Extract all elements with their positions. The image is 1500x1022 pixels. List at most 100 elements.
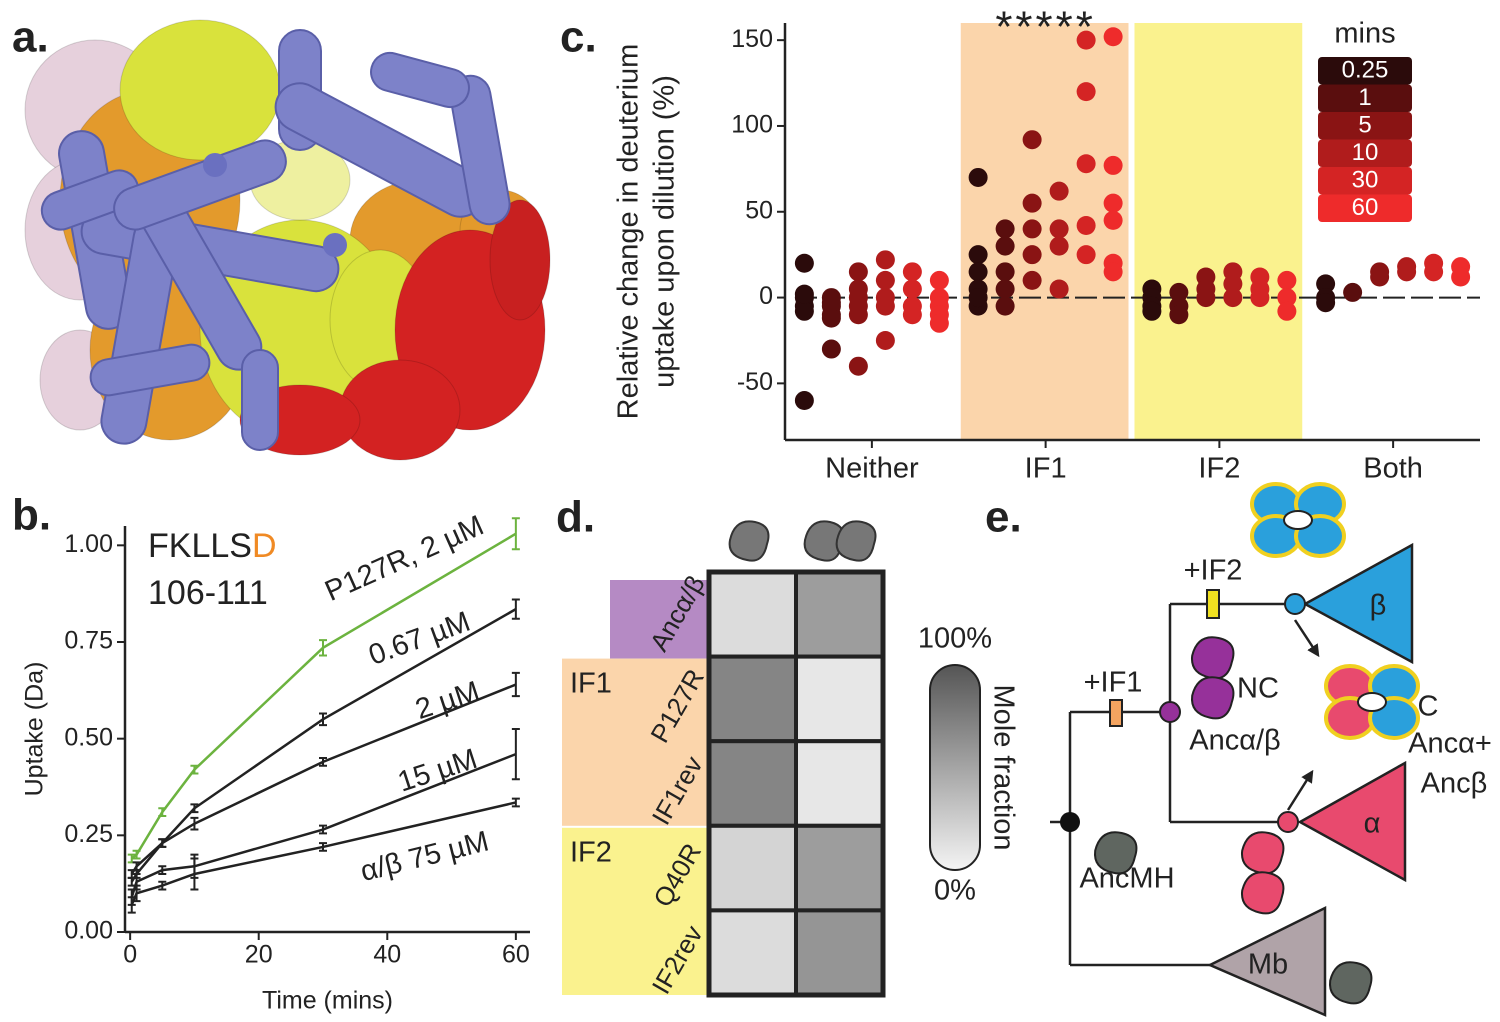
heatmap-cell	[707, 823, 798, 913]
row-group-box	[562, 827, 709, 995]
diagram-label: AncMH	[1079, 863, 1174, 895]
y-axis-label: uptake upon dilution (%)	[649, 75, 681, 388]
data-point	[1022, 193, 1042, 213]
diagram-label: NC	[1237, 673, 1279, 705]
diagram-label: α	[1364, 808, 1381, 840]
helix-cylinder	[113, 139, 287, 231]
data-point	[875, 270, 895, 290]
error-bar	[319, 757, 327, 767]
error-bar	[190, 816, 199, 831]
data-point	[1103, 210, 1123, 230]
y-tick-label: 50	[745, 196, 773, 224]
colorbar	[929, 664, 981, 871]
error-bar	[319, 712, 327, 727]
node	[1284, 593, 1306, 615]
heatmap-cell	[794, 739, 885, 828]
data-point	[1277, 288, 1297, 308]
row-group-box	[562, 658, 709, 826]
diagram-label: Ancα/β	[1189, 725, 1280, 757]
data-point	[1049, 219, 1069, 239]
protein-icon	[728, 520, 770, 562]
panel-title: FKLLSD	[148, 527, 277, 565]
data-point	[821, 293, 841, 313]
x-tick-label: Neither	[825, 453, 919, 485]
data-point	[929, 313, 949, 333]
data-point	[1022, 245, 1042, 265]
surface-blob	[489, 199, 551, 321]
data-point	[1142, 301, 1162, 321]
category-highlight	[1134, 23, 1303, 440]
legend-swatch	[1318, 167, 1412, 195]
panel-label: b.	[12, 491, 51, 540]
data-point	[1223, 274, 1243, 294]
helix-cylinder	[241, 349, 279, 451]
panel-label: c.	[560, 13, 597, 62]
y-axis-label: Uptake (Da)	[21, 662, 49, 797]
data-point	[1049, 236, 1069, 256]
data-point	[848, 262, 868, 282]
series-label: 0.67 µM	[365, 606, 475, 672]
data-point	[902, 305, 922, 325]
data-point	[902, 279, 922, 299]
substitution-box	[1206, 589, 1220, 619]
data-point	[1196, 288, 1216, 308]
x-tick-label: 20	[245, 941, 273, 969]
helix-cylinder	[370, 51, 470, 109]
protein-icon	[1328, 961, 1373, 1005]
legend-swatch	[1318, 139, 1412, 167]
row-group-label: IF1	[570, 667, 612, 699]
data-point	[1169, 282, 1189, 302]
error-bar	[319, 639, 327, 657]
data-point	[1022, 219, 1042, 239]
protein-icon	[1240, 831, 1285, 875]
data-point	[1076, 154, 1096, 174]
protein-icon	[1240, 871, 1285, 915]
heatmap-frame	[706, 569, 886, 998]
diagram-label: β	[1370, 590, 1387, 622]
heatmap-cell	[707, 654, 798, 744]
error-bar	[132, 884, 141, 903]
diagram-label: Ancα+	[1408, 728, 1492, 760]
panel-subtitle: 106-111	[148, 574, 268, 612]
error-bar	[190, 803, 199, 814]
error-bar	[190, 857, 199, 891]
error-bar	[319, 842, 327, 852]
data-point	[1076, 30, 1096, 50]
error-bar	[511, 671, 520, 698]
error-bar	[511, 517, 520, 551]
data-point	[1103, 155, 1123, 175]
data-point	[1250, 288, 1270, 308]
data-point	[968, 288, 988, 308]
diagram-label: +IF1	[1084, 667, 1143, 699]
substitution-box	[1109, 699, 1123, 727]
panel-label: e.	[985, 493, 1022, 542]
legend-label: 10	[1352, 139, 1379, 166]
error-bar	[158, 865, 167, 875]
helix-cylinder	[449, 74, 511, 226]
data-point	[1451, 267, 1471, 287]
y-tick-label: 1.00	[64, 530, 113, 558]
colorbar-tick-label: 100%	[918, 623, 992, 655]
data-point	[1076, 82, 1096, 102]
error-bar	[158, 838, 167, 848]
data-point	[794, 391, 814, 411]
error-bar	[158, 807, 167, 817]
x-tick-label: IF1	[1025, 453, 1067, 485]
legend-swatch	[1318, 84, 1412, 112]
protein-icon	[835, 520, 877, 562]
y-tick-label: 0.25	[64, 820, 113, 848]
row-group-label: IF2	[570, 836, 612, 868]
helix-cylinder	[40, 169, 140, 231]
protein-icon	[1190, 636, 1235, 680]
legend-label: 5	[1358, 111, 1371, 138]
diagram-label: Ancβ	[1421, 768, 1488, 800]
node	[1159, 701, 1181, 723]
error-bar	[190, 764, 199, 775]
heatmap-cell	[707, 570, 798, 659]
clade-triangle	[1207, 905, 1327, 1017]
panel-label: d.	[556, 493, 595, 542]
category-highlight	[960, 23, 1129, 440]
y-tick-label: 0.75	[64, 627, 113, 655]
